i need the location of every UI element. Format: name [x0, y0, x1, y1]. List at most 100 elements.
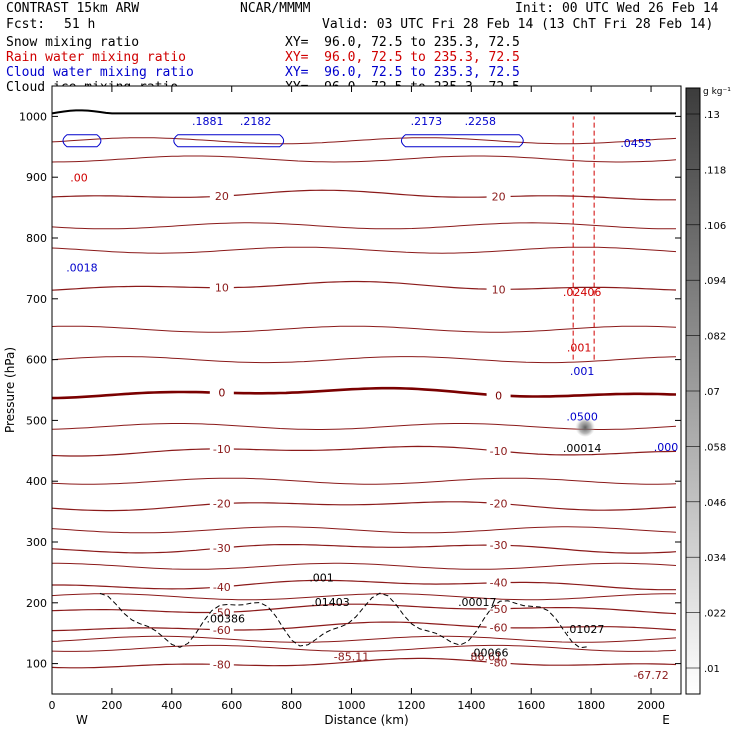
cloud-water-contour-1	[173, 134, 285, 148]
org-label: NCAR/MMMM	[240, 1, 311, 16]
value-annotation-18: .2173	[411, 115, 443, 128]
colorbar-unit: g kg⁻¹	[703, 87, 731, 97]
tropopause-dashed-line	[99, 592, 588, 649]
temperature-contour-0	[51, 386, 677, 400]
temperature-contour-20	[51, 189, 676, 201]
fcst-label: Fcst:	[6, 17, 46, 32]
y-tick-label-200: 200	[26, 597, 47, 610]
temperature-contour--50	[51, 603, 677, 615]
colorbar-level-2: .034	[704, 553, 726, 564]
contour-label--50-0: -50	[213, 606, 231, 619]
value-annotation-1: -85.11	[334, 651, 369, 664]
y-tick-label-700: 700	[26, 293, 47, 306]
contour-label-20-1: 20	[492, 191, 506, 204]
temperature-contour--20	[51, 501, 677, 512]
x-tick-label-1800: 1800	[577, 699, 605, 712]
value-annotation-9: .00014	[563, 442, 602, 455]
contour-label-0-0: 0	[218, 387, 225, 400]
contour-label--80-1: -80	[490, 657, 508, 670]
y-tick-label-400: 400	[26, 475, 47, 488]
value-annotation-6: .01027	[566, 623, 605, 636]
value-annotation-15: .00	[70, 171, 88, 184]
value-annotation-21: .000	[654, 441, 679, 454]
contour-label--40-1: -40	[490, 577, 508, 590]
x-tick-label-0: 0	[49, 699, 56, 712]
value-annotation-7: .00066	[470, 646, 509, 659]
colorbar-level-0: .01	[704, 664, 720, 675]
x-tick-label-600: 600	[221, 699, 242, 712]
contour-label--10-1: -10	[490, 445, 508, 458]
value-annotation-17: .2182	[240, 115, 272, 128]
value-annotation-20: .0455	[620, 137, 652, 150]
x-tick-label-2000: 2000	[637, 699, 665, 712]
colorbar-level-7: .094	[704, 276, 726, 287]
x-axis-label: Distance (km)	[324, 713, 408, 727]
x-tick-label-1000: 1000	[338, 699, 366, 712]
field-xy-cloudwater: XY= 96.0, 72.5 to 235.3, 72.5	[285, 65, 520, 80]
contour-label-10-0: 10	[215, 282, 229, 295]
init-time: Init: 00 UTC Wed 26 Feb 14	[515, 1, 719, 16]
temperature-contour--60	[51, 621, 677, 632]
value-annotation-2: 86.61	[471, 651, 503, 664]
temperature-contour--40	[52, 579, 676, 591]
field-name-cloudwater: Cloud water mixing ratio	[6, 65, 194, 80]
y-tick-label-300: 300	[26, 536, 47, 549]
contour-label--30-1: -30	[490, 539, 508, 552]
contour-label--60-1: -60	[490, 622, 508, 635]
contour-label-0-1: 0	[495, 389, 502, 402]
temperature-contour--80	[51, 657, 677, 669]
y-tick-label-900: 900	[26, 171, 47, 184]
contour-label--30-0: -30	[213, 542, 231, 555]
value-annotation-13: .02406	[563, 286, 602, 299]
field-xy-snow: XY= 96.0, 72.5 to 235.3, 72.5	[285, 35, 520, 50]
west-label: W	[76, 713, 88, 727]
value-annotation-4: .01403	[311, 596, 350, 609]
plot-frame	[51, 85, 682, 695]
contour-label--10-0: -10	[213, 443, 231, 456]
value-annotation-5: .00017	[458, 596, 497, 609]
valid-time: Valid: 03 UTC Fri 28 Feb 14 (13 ChT Fri …	[322, 17, 714, 32]
colorbar-level-8: .106	[704, 221, 726, 232]
value-annotation-11: .001	[570, 365, 595, 378]
value-annotation-10: .0500	[566, 410, 598, 423]
y-tick-label-500: 500	[26, 414, 47, 427]
east-label: E	[662, 713, 670, 727]
fcst-value: 51 h	[64, 17, 96, 32]
ground-line	[51, 109, 676, 115]
value-annotation-16: .1881	[192, 115, 224, 128]
plot-area	[52, 86, 681, 694]
cloud-water-contour-0	[62, 134, 102, 148]
y-tick-label-100: 100	[26, 658, 47, 671]
y-tick-label-600: 600	[26, 354, 47, 367]
contour-label--20-0: -20	[213, 498, 231, 511]
value-annotation-0: -67.72	[633, 669, 668, 682]
x-tick-label-1200: 1200	[397, 699, 425, 712]
snow-mixing-ratio-plume	[575, 416, 596, 437]
contour-label-10-1: 10	[492, 283, 506, 296]
field-xy-rain: XY= 96.0, 72.5 to 235.3, 72.5	[285, 50, 520, 65]
value-annotation-12: .001	[567, 342, 592, 355]
temperature-contour-10	[51, 280, 677, 291]
temperature-contour--10	[51, 445, 677, 457]
cloud-water-contour-2	[400, 134, 524, 148]
contour-label--60-0: -60	[213, 624, 231, 637]
colorbar-level-1: .022	[704, 609, 726, 620]
contour-label--20-1: -20	[490, 497, 508, 510]
value-annotation-3: .00386	[206, 612, 245, 625]
model-title: CONTRAST 15km ARW	[6, 1, 140, 16]
colorbar-level-10: .13	[704, 110, 720, 121]
y-tick-label-800: 800	[26, 232, 47, 245]
field-name-snow: Snow mixing ratio	[6, 35, 140, 50]
colorbar-level-9: .118	[704, 165, 726, 176]
value-annotation-14: .0018	[66, 261, 98, 274]
colorbar-level-3: .046	[704, 498, 726, 509]
x-tick-label-1400: 1400	[457, 699, 485, 712]
contour-label-20-0: 20	[215, 190, 229, 203]
colorbar-level-5: .07	[704, 387, 720, 398]
value-annotation-19: .2258	[465, 115, 497, 128]
field-name-rain: Rain water mixing ratio	[6, 50, 187, 65]
x-tick-label-200: 200	[101, 699, 122, 712]
colorbar-level-4: .058	[704, 442, 726, 453]
contour-label--80-0: -80	[213, 659, 231, 672]
